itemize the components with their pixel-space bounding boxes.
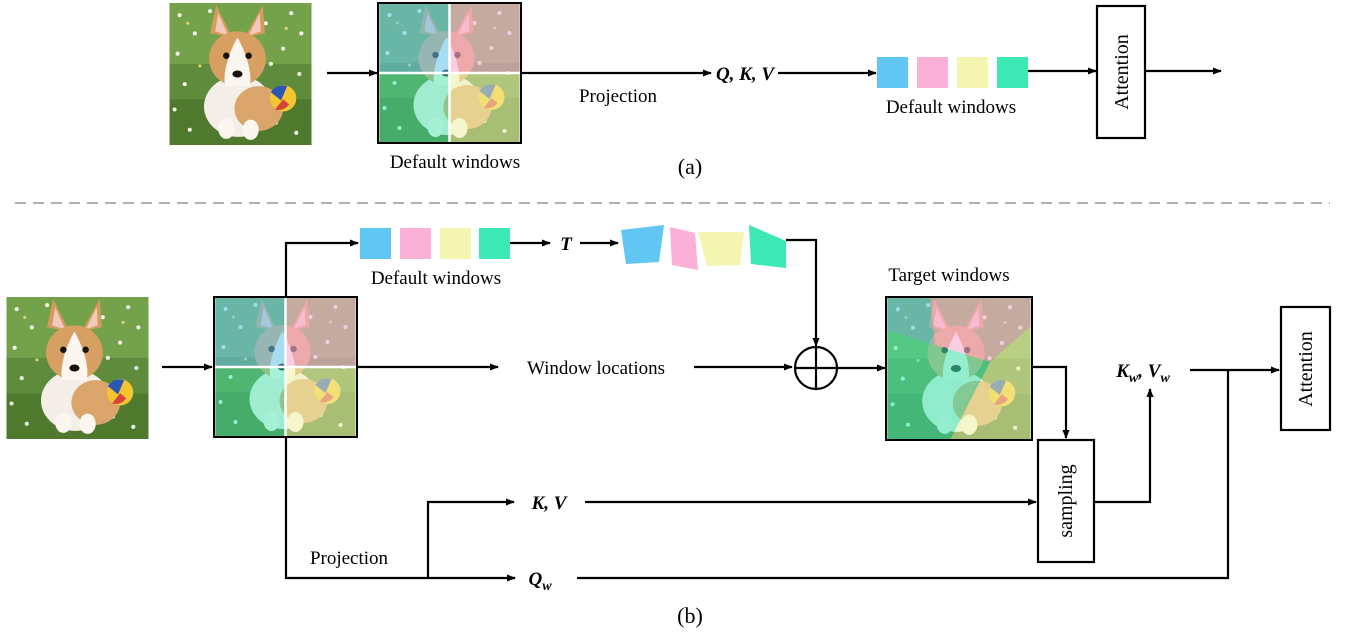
arrow-target-to-sampling xyxy=(1032,365,1070,439)
window-token-pink-b xyxy=(400,228,431,259)
kwvw-label: Kw, Vw xyxy=(1115,361,1170,386)
window-token-green-b xyxy=(479,228,510,259)
input-image-b xyxy=(6,297,149,439)
window-locations-label: Window locations xyxy=(527,358,665,379)
windows-label-b: Default windows xyxy=(371,268,501,289)
vw-subscript: w xyxy=(1160,371,1170,386)
attention-label-b: Attention xyxy=(1295,331,1317,407)
warped-window-yellow xyxy=(698,232,744,266)
line-down-to-projection xyxy=(284,437,428,580)
line-qw-to-attention xyxy=(577,370,1230,580)
transform-label: T xyxy=(560,234,573,255)
qw-subscript: w xyxy=(542,579,552,594)
windows-label-a: Default windows xyxy=(886,97,1016,118)
windowed-image-b xyxy=(213,296,358,438)
kv-label: K, V xyxy=(531,493,568,514)
qw-label: Qw xyxy=(528,569,552,594)
window-tokens-a xyxy=(877,57,1028,88)
window-token-pink-a xyxy=(917,57,948,88)
warped-window-pink xyxy=(670,227,698,270)
qw-letter: Q xyxy=(528,569,542,590)
window-token-green-a xyxy=(997,57,1028,88)
windowed-image-a xyxy=(377,2,522,144)
caption-b: (b) xyxy=(677,603,703,628)
panel-a: Default windows Projection Q, K, V Defau… xyxy=(169,2,1222,179)
kwvw-separator: , xyxy=(1137,361,1148,382)
window-token-yellow-a xyxy=(957,57,988,88)
panel-b: Default windows T Window locations Targe… xyxy=(6,225,1332,628)
transformed-windows xyxy=(621,225,786,270)
arrow-sampling-to-kwvw xyxy=(1094,388,1154,504)
sampling-box: sampling xyxy=(1036,438,1096,564)
sampling-label: sampling xyxy=(1055,464,1077,537)
target-windows-label: Target windows xyxy=(888,265,1009,286)
sum-operator xyxy=(793,345,839,391)
attention-box-b: Attention xyxy=(1279,305,1332,432)
attention-label-a: Attention xyxy=(1111,34,1133,110)
projection-label-a: Projection xyxy=(579,86,658,107)
image-label-a: Default windows xyxy=(390,152,520,173)
window-token-cyan-a xyxy=(877,57,908,88)
window-token-cyan-b xyxy=(360,228,391,259)
vw-letter: V xyxy=(1148,361,1162,382)
projection-label-b: Projection xyxy=(310,548,389,569)
input-image-a xyxy=(169,3,312,145)
arrow-warped-to-sum xyxy=(786,238,820,347)
qkv-label-a: Q, K, V xyxy=(716,64,775,85)
attention-box-a: Attention xyxy=(1095,4,1147,140)
arrow-to-kv xyxy=(426,498,515,578)
window-token-yellow-b xyxy=(440,228,471,259)
warped-window-green xyxy=(749,225,786,268)
kw-letter: K xyxy=(1115,361,1130,382)
window-tokens-b xyxy=(360,228,510,259)
kw-subscript: w xyxy=(1129,371,1139,386)
arrow-to-default-windows-b xyxy=(284,239,359,297)
caption-a: (a) xyxy=(678,154,702,179)
target-windows-image xyxy=(885,296,1033,441)
warped-window-cyan xyxy=(621,225,664,264)
